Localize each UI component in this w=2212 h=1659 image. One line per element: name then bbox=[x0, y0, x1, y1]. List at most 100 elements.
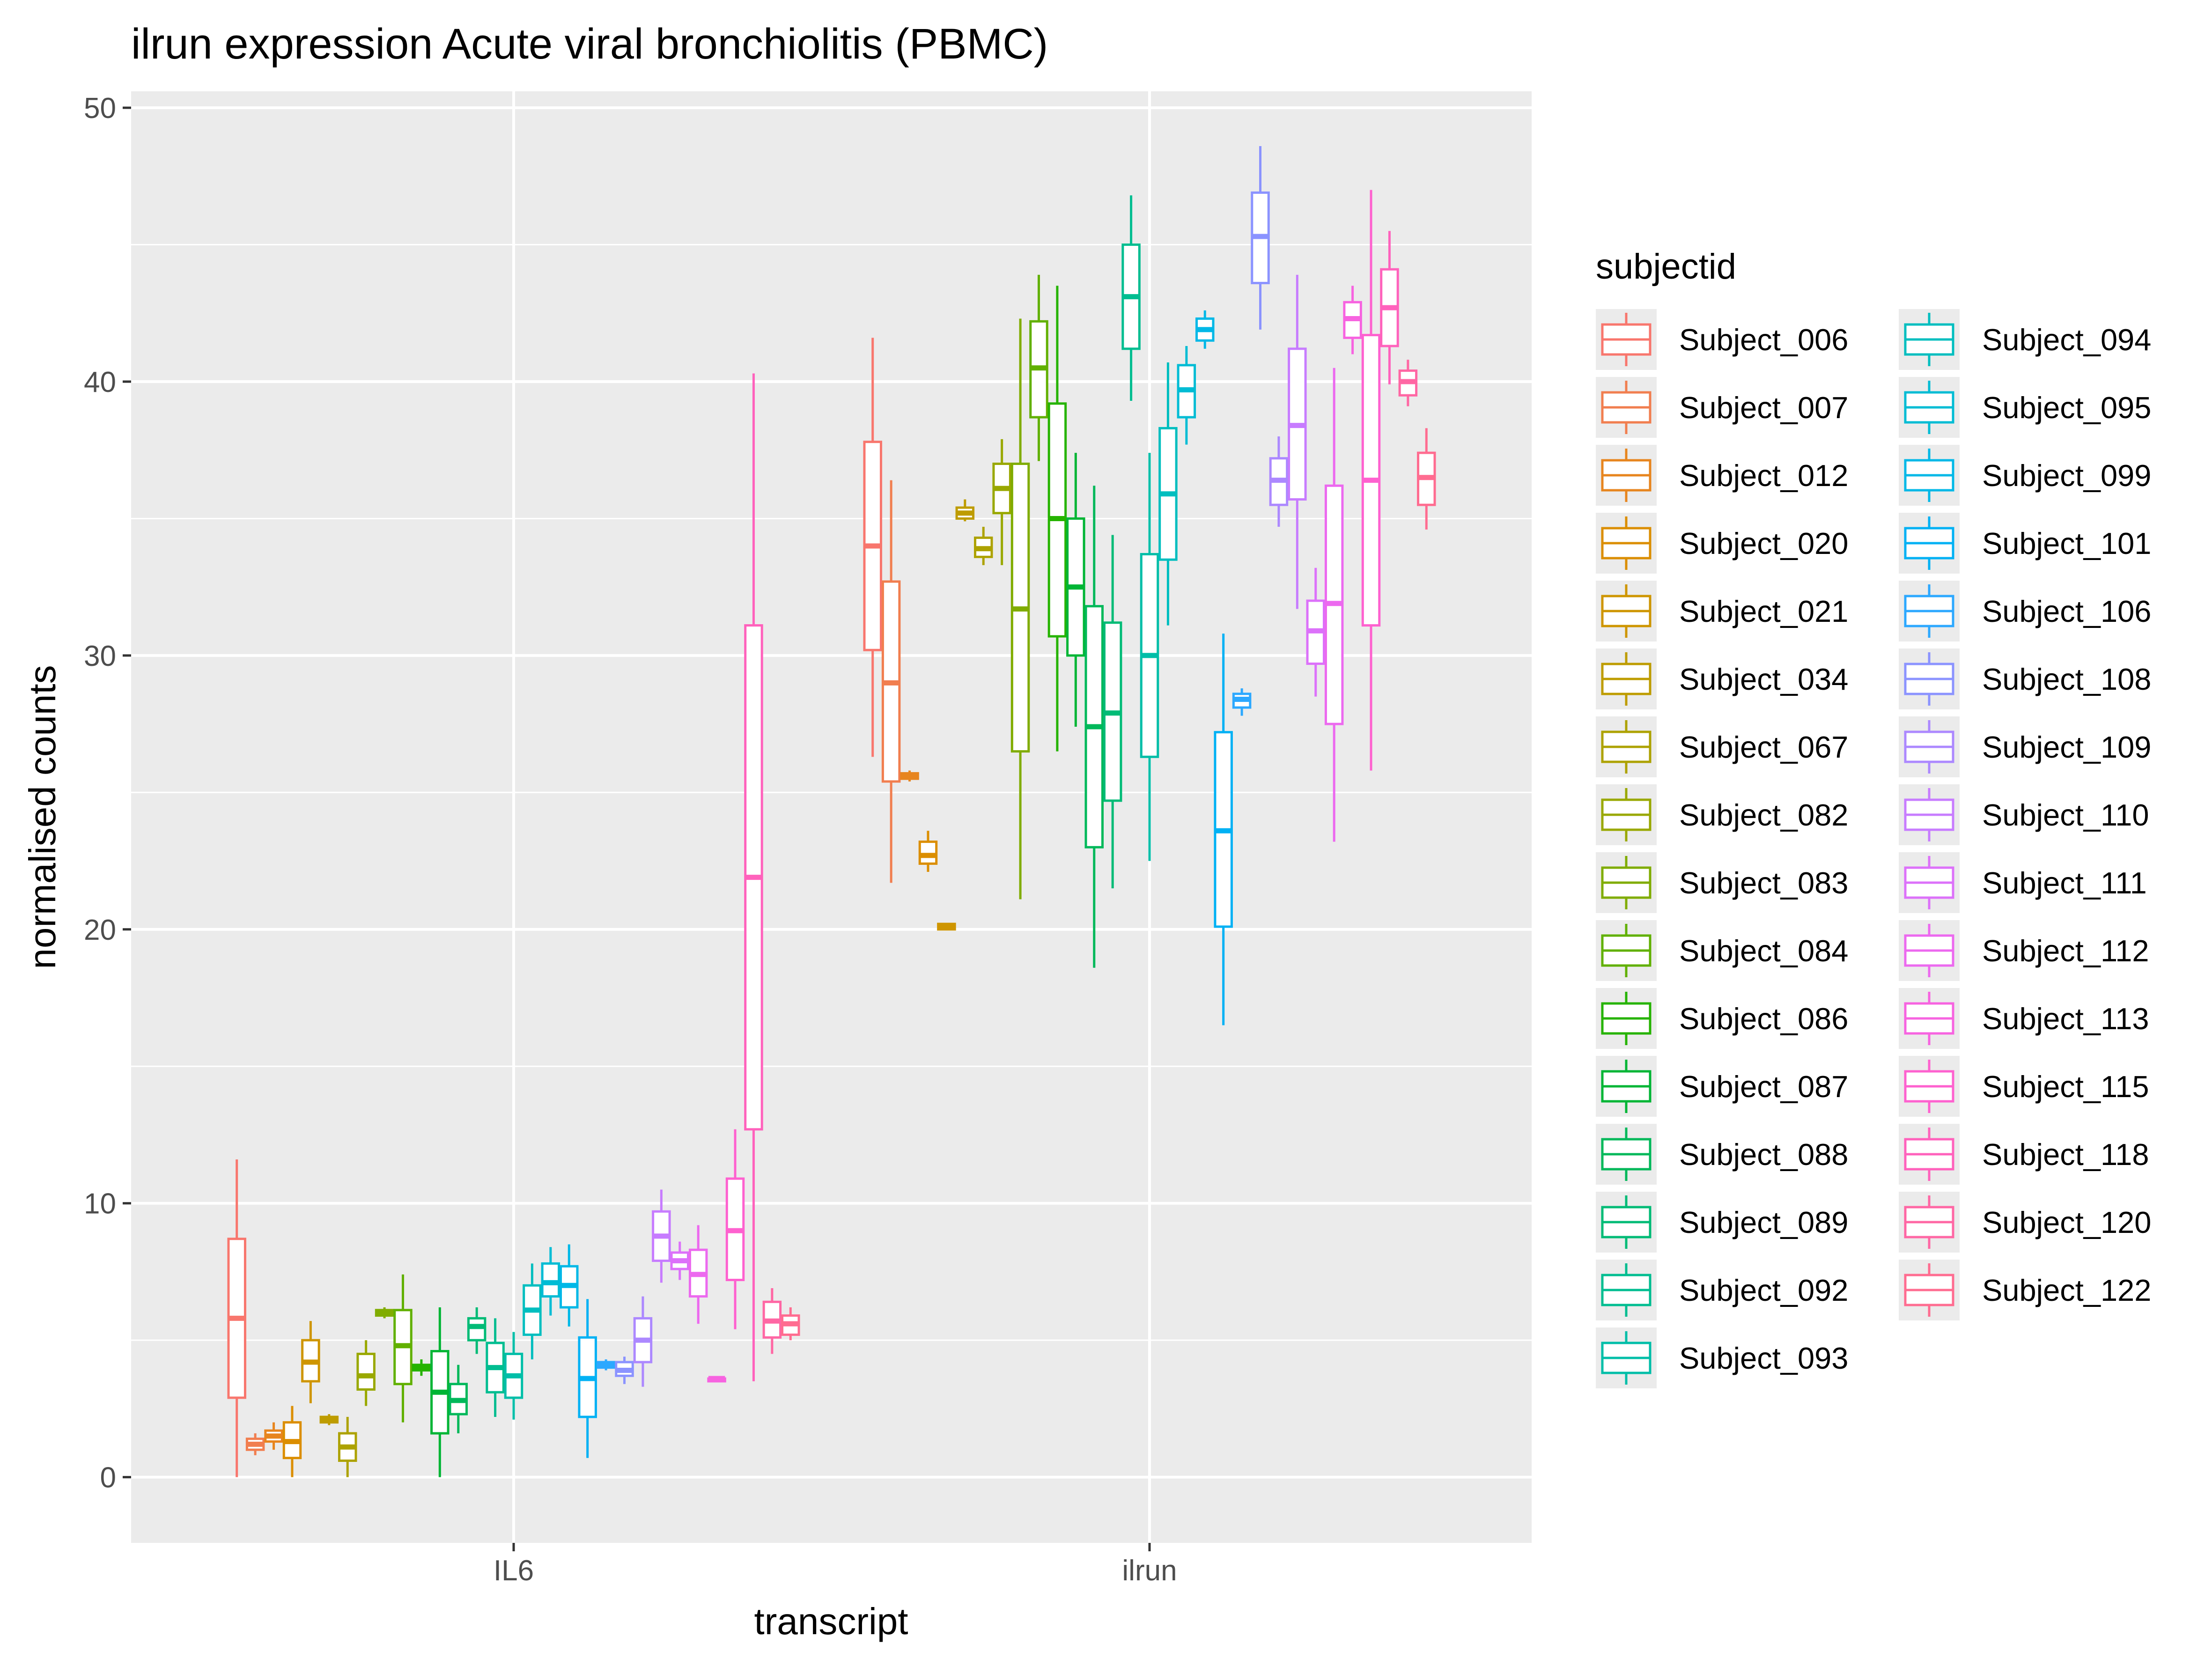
boxplot-Subject_115-ilrun bbox=[1361, 190, 1381, 771]
boxplot-Subject_007-IL6 bbox=[245, 1433, 265, 1455]
legend-item: Subject_095 bbox=[1899, 377, 2151, 438]
boxplot-Subject_082-ilrun bbox=[992, 439, 1011, 565]
legend-item: Subject_118 bbox=[1899, 1124, 2149, 1185]
legend-label: Subject_118 bbox=[1982, 1137, 2149, 1172]
legend-item: Subject_089 bbox=[1596, 1192, 1848, 1253]
legend-item: Subject_082 bbox=[1596, 784, 1848, 845]
boxplot-Subject_088-ilrun bbox=[1084, 486, 1104, 968]
legend-label: Subject_095 bbox=[1982, 391, 2151, 425]
y-tick-label: 30 bbox=[84, 640, 116, 672]
legend-item: Subject_083 bbox=[1596, 852, 1848, 913]
boxplot-Subject_111-IL6 bbox=[670, 1241, 690, 1280]
legend-item: Subject_067 bbox=[1596, 716, 1848, 777]
boxplot-Subject_115-IL6 bbox=[725, 1129, 745, 1329]
boxplot-Subject_021-ilrun bbox=[937, 922, 956, 931]
boxplot-Subject_082-IL6 bbox=[356, 1340, 376, 1406]
boxplot-Subject_006-ilrun bbox=[863, 338, 882, 757]
boxplot-Subject_111-ilrun bbox=[1306, 568, 1326, 697]
boxplot-Subject_067-ilrun bbox=[973, 527, 993, 565]
boxplot-Subject_012-IL6 bbox=[264, 1422, 283, 1450]
legend-label: Subject_007 bbox=[1679, 391, 1848, 425]
legend-item: Subject_020 bbox=[1596, 513, 1848, 574]
box bbox=[918, 841, 938, 865]
legend-label: Subject_067 bbox=[1679, 730, 1848, 764]
legend-label: Subject_093 bbox=[1679, 1341, 1848, 1375]
legend-label: Subject_110 bbox=[1982, 798, 2149, 832]
boxplot-Subject_006-IL6 bbox=[227, 1159, 246, 1477]
y-tick-label: 0 bbox=[100, 1462, 116, 1494]
legend-item: Subject_108 bbox=[1899, 649, 2151, 709]
boxplot-Subject_101-ilrun bbox=[1214, 634, 1233, 1025]
boxplot-Subject_012-ilrun bbox=[900, 770, 919, 782]
legend-item: Subject_099 bbox=[1899, 445, 2151, 506]
boxplot-Subject_067-IL6 bbox=[338, 1416, 357, 1477]
legend-label: Subject_122 bbox=[1982, 1273, 2151, 1307]
legend-item: Subject_093 bbox=[1596, 1327, 1848, 1388]
legend-item: Subject_021 bbox=[1596, 581, 1848, 641]
boxplot-Subject_093-ilrun bbox=[1140, 453, 1159, 861]
legend-label: Subject_092 bbox=[1679, 1273, 1848, 1307]
legend-label: Subject_088 bbox=[1679, 1137, 1848, 1172]
boxplot-Subject_092-ilrun bbox=[1121, 195, 1141, 401]
legend-label: Subject_006 bbox=[1679, 323, 1848, 357]
boxplot-Subject_034-IL6 bbox=[319, 1414, 339, 1425]
boxplot-Subject_020-ilrun bbox=[918, 831, 938, 872]
boxplot-Subject_087-IL6 bbox=[430, 1307, 450, 1477]
box bbox=[467, 1317, 487, 1342]
boxplot-Subject_109-ilrun bbox=[1269, 436, 1289, 527]
legend-item: Subject_012 bbox=[1596, 445, 1848, 506]
y-tick-label: 50 bbox=[84, 92, 116, 125]
boxplot-Subject_122-IL6 bbox=[781, 1307, 800, 1341]
legend-label: Subject_083 bbox=[1679, 866, 1848, 900]
y-tick-label: 20 bbox=[84, 914, 116, 946]
boxplot-Subject_083-ilrun bbox=[1010, 318, 1030, 900]
boxplot-Subject_094-ilrun bbox=[1158, 362, 1178, 626]
box bbox=[541, 1262, 560, 1298]
boxplot-Subject_118-IL6 bbox=[744, 373, 763, 1381]
boxplot-Subject_087-ilrun bbox=[1066, 453, 1085, 727]
legend-title: subjectid bbox=[1596, 247, 1736, 287]
plot-panel bbox=[131, 91, 1532, 1543]
boxplot-Subject_108-IL6 bbox=[615, 1357, 634, 1384]
boxplot-Subject_109-IL6 bbox=[633, 1296, 653, 1387]
box bbox=[356, 1352, 376, 1391]
boxplot-Subject_095-IL6 bbox=[541, 1247, 560, 1316]
legend-label: Subject_101 bbox=[1982, 526, 2151, 560]
boxplot-Subject_106-IL6 bbox=[596, 1359, 616, 1371]
legend-label: Subject_111 bbox=[1982, 866, 2147, 900]
legend: subjectid Subject_006 Subject_007 Subject_… bbox=[1596, 247, 2151, 1388]
boxplot-Subject_034-ilrun bbox=[955, 499, 975, 522]
legend-item: Subject_088 bbox=[1596, 1124, 1848, 1185]
legend-item: Subject_115 bbox=[1899, 1056, 2149, 1117]
y-tick-label: 10 bbox=[84, 1188, 116, 1220]
legend-label: Subject_084 bbox=[1679, 934, 1848, 968]
boxplot-Subject_118-ilrun bbox=[1380, 231, 1399, 384]
legend-item: Subject_112 bbox=[1899, 920, 2149, 981]
boxplot-Subject_086-ilrun bbox=[1047, 286, 1067, 752]
boxplot-Subject_021-IL6 bbox=[301, 1321, 320, 1403]
legend-item: Subject_084 bbox=[1596, 920, 1848, 981]
y-axis: 0 10 20 30 40 50 bbox=[84, 92, 131, 1494]
boxplot-Subject_113-IL6 bbox=[707, 1376, 726, 1383]
boxplot-Subject_099-ilrun bbox=[1195, 310, 1215, 349]
legend-label: Subject_120 bbox=[1982, 1205, 2151, 1239]
boxplot-Subject_086-IL6 bbox=[412, 1359, 431, 1376]
legend-label: Subject_099 bbox=[1982, 458, 2151, 493]
y-tick-label: 40 bbox=[84, 366, 116, 398]
legend-item: Subject_122 bbox=[1899, 1260, 2151, 1320]
legend-label: Subject_020 bbox=[1679, 526, 1848, 560]
boxplot-Subject_020-IL6 bbox=[282, 1406, 302, 1477]
legend-label: Subject_089 bbox=[1679, 1205, 1848, 1239]
boxplot-Subject_110-IL6 bbox=[652, 1189, 671, 1283]
legend-label: Subject_087 bbox=[1679, 1069, 1848, 1104]
legend-label: Subject_109 bbox=[1982, 730, 2151, 764]
boxplot-Subject_101-IL6 bbox=[578, 1299, 597, 1458]
legend-item: Subject_111 bbox=[1899, 852, 2147, 913]
legend-item: Subject_113 bbox=[1899, 988, 2149, 1049]
boxplot-Subject_089-IL6 bbox=[467, 1307, 487, 1354]
boxplot-Subject_120-ilrun bbox=[1398, 360, 1418, 406]
legend-item: Subject_007 bbox=[1596, 377, 1848, 438]
legend-label: Subject_012 bbox=[1679, 458, 1848, 493]
boxplot-Subject_094-IL6 bbox=[523, 1263, 542, 1360]
chart-title: ilrun expression Acute viral bronchiolit… bbox=[131, 20, 1048, 68]
